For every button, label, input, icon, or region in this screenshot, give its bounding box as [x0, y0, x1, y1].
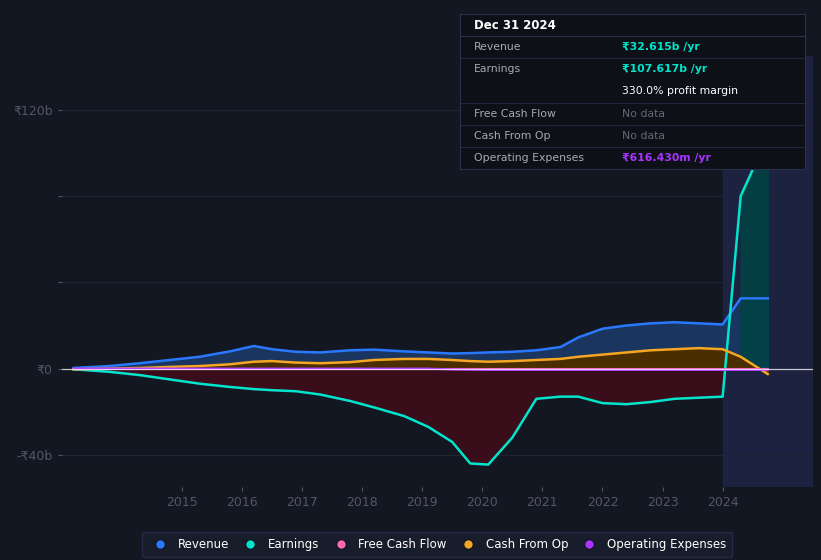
Text: Operating Expenses: Operating Expenses [474, 153, 584, 163]
Legend: Revenue, Earnings, Free Cash Flow, Cash From Op, Operating Expenses: Revenue, Earnings, Free Cash Flow, Cash … [142, 532, 732, 557]
Bar [722, 56, 813, 487]
Text: No data: No data [622, 109, 665, 119]
Text: Revenue: Revenue [474, 42, 521, 52]
Text: ₹32.615b /yr: ₹32.615b /yr [622, 42, 699, 52]
Text: No data: No data [622, 131, 665, 141]
Text: Dec 31 2024: Dec 31 2024 [474, 18, 556, 31]
Text: ₹107.617b /yr: ₹107.617b /yr [622, 64, 708, 74]
Text: ₹616.430m /yr: ₹616.430m /yr [622, 153, 711, 163]
Text: 330.0% profit margin: 330.0% profit margin [622, 86, 738, 96]
Text: Free Cash Flow: Free Cash Flow [474, 109, 556, 119]
Text: Cash From Op: Cash From Op [474, 131, 550, 141]
Text: Earnings: Earnings [474, 64, 521, 74]
